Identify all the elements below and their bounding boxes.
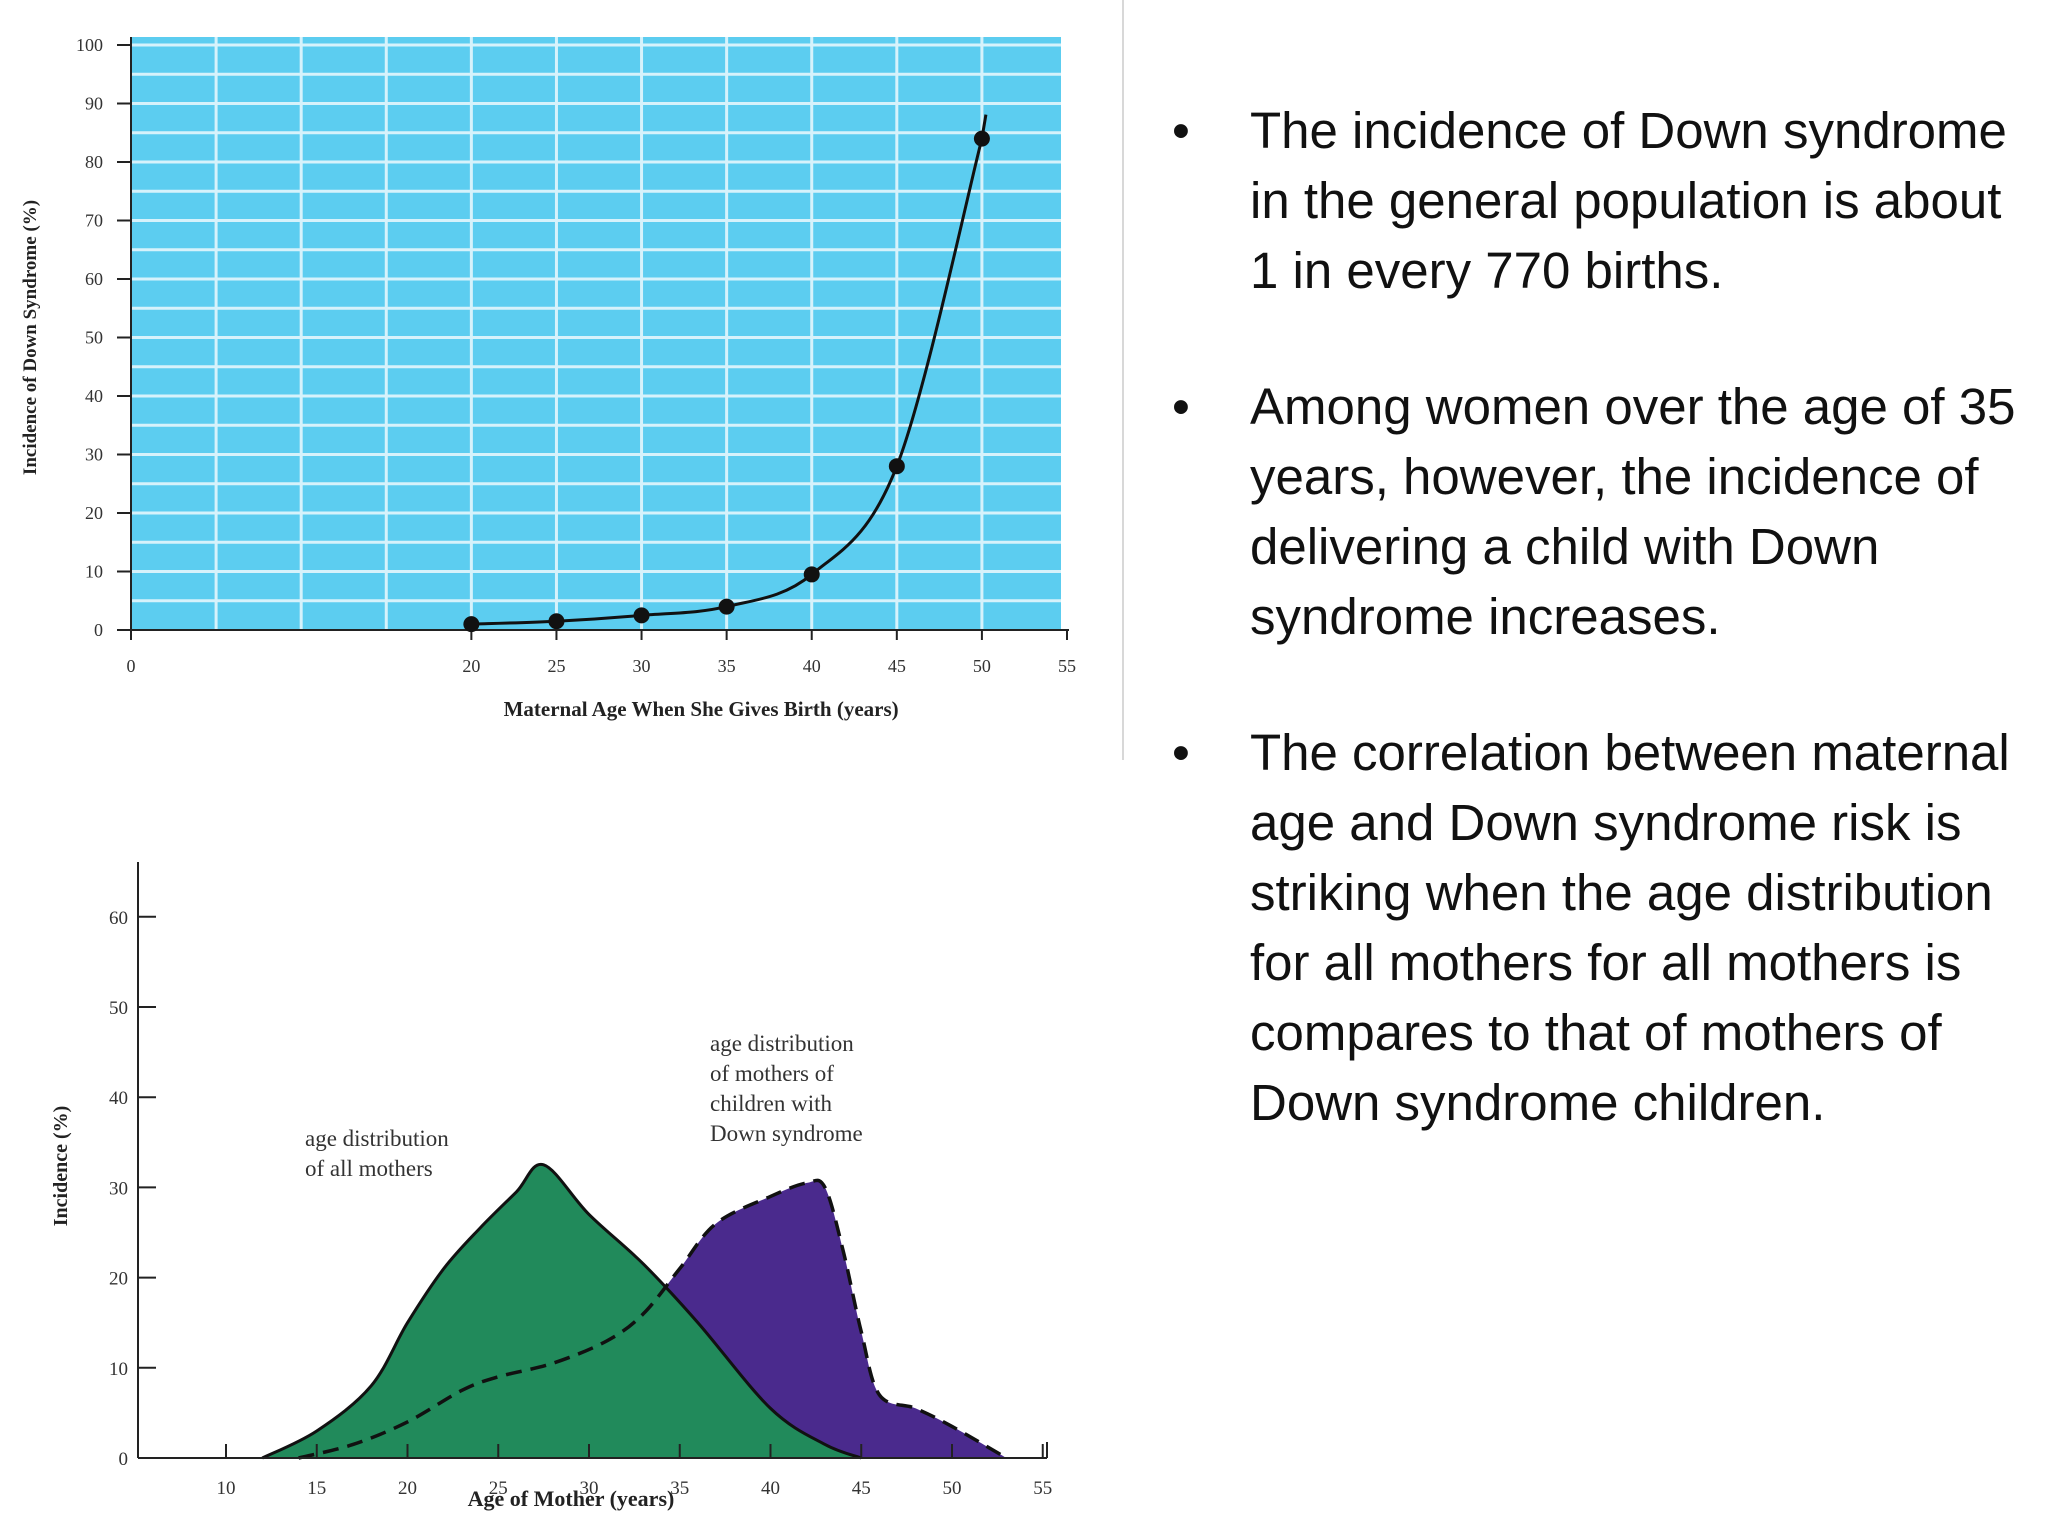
bullet-marker: • [1172,378,1190,435]
x-tick-label: 55 [1058,656,1076,676]
x-tick-label: 35 [718,656,736,676]
bullet-item: • The incidence of Down syndrome in the … [1162,96,2022,306]
x-tick-label: 30 [633,656,651,676]
x-tick-label: 45 [888,656,906,676]
x-tick-label: 25 [547,656,565,676]
y-tick-label: 10 [109,1359,128,1380]
annotation-all-mothers: age distribution [305,1126,449,1151]
annotation-down-syndrome-mothers: children with [710,1091,832,1116]
data-point [463,616,480,633]
axes [117,37,1069,640]
bullet-text: Among women over the age of 35 years, ho… [1250,378,2016,645]
x-tick-label: 20 [462,656,480,676]
y-tick-label: 50 [85,328,103,348]
x-tick-label: 35 [670,1478,689,1499]
y-axis-title: Incidence (%) [50,1106,72,1227]
x-tick-label: 15 [307,1478,326,1499]
bullet-text: The correlation between maternal age and… [1250,724,2010,1131]
bullet-item: • The correlation between maternal age a… [1162,718,2022,1138]
y-tick-label: 0 [119,1449,129,1470]
bullet-item: • Among women over the age of 35 years, … [1162,372,2022,652]
bullet-marker: • [1172,724,1190,781]
x-tick-label: 50 [943,1478,962,1499]
annotation-all-mothers: of all mothers [305,1156,433,1181]
annotation-down-syndrome-mothers: age distribution [710,1031,854,1056]
all-mothers-area [262,1164,862,1458]
y-tick-label: 30 [109,1178,128,1199]
data-point [718,598,735,615]
bullet-text: The incidence of Down syndrome in the ge… [1250,102,2007,299]
x-tick-label: 40 [803,656,821,676]
slide-divider [1122,0,1124,760]
data-point [803,566,820,583]
down-syndrome-incidence-chart: 0 10 20 30 40 50 60 70 80 90 100 0 20 25 30 35 40 45 50 55 M… [20,35,1076,721]
x-tick-label: 20 [398,1478,417,1499]
x-tick-label: 45 [852,1478,871,1499]
x-tick-label: 30 [580,1478,599,1499]
x-tick-label: 10 [217,1478,236,1499]
data-point [548,613,565,630]
y-tick-label: 0 [94,620,103,640]
axes [137,862,1048,1459]
x-tick-label: 0 [127,656,136,676]
y-tick-label: 90 [85,94,103,114]
y-tick-label: 30 [85,445,103,465]
y-tick-label: 10 [85,562,103,582]
y-tick-label: 70 [85,211,103,231]
all-mothers-outline [261,1163,862,1460]
y-tick-label: 60 [85,269,103,289]
down-syndrome-outline [298,1178,1008,1460]
grid [131,37,1069,630]
x-tick-label: 25 [489,1478,508,1499]
plot-background [131,37,1061,630]
annotation-down-syndrome-mothers: Down syndrome [710,1121,863,1146]
x-tick-label: 40 [761,1478,780,1499]
bullet-list: • The incidence of Down syndrome in the … [1162,96,2022,1204]
x-axis-title: Age of Mother (years) [468,1486,675,1511]
data-point [888,458,905,475]
y-tick-label: 60 [109,908,128,929]
y-tick-label: 100 [76,35,103,55]
y-tick-label: 80 [85,152,103,172]
annotation-down-syndrome-mothers: of mothers of [710,1061,834,1086]
y-tick-label: 20 [109,1269,128,1290]
y-tick-label: 40 [109,1088,128,1109]
data-point [973,130,990,147]
y-tick-label: 40 [85,386,103,406]
y-tick-label: 20 [85,503,103,523]
data-point [633,607,650,624]
y-tick-label: 50 [109,998,128,1019]
maternal-age-distribution-chart: 0 10 20 30 40 50 60 10 15 20 25 30 35 40 45 50 55 Age of … [50,862,1052,1511]
y-axis-title: Incidence of Down Syndrome (%) [20,200,41,475]
x-axis-title: Maternal Age When She Gives Birth (years… [504,697,899,721]
x-tick-label: 50 [973,656,991,676]
bullet-marker: • [1172,102,1190,159]
x-tick-label: 55 [1033,1478,1052,1499]
series-line [471,138,984,626]
